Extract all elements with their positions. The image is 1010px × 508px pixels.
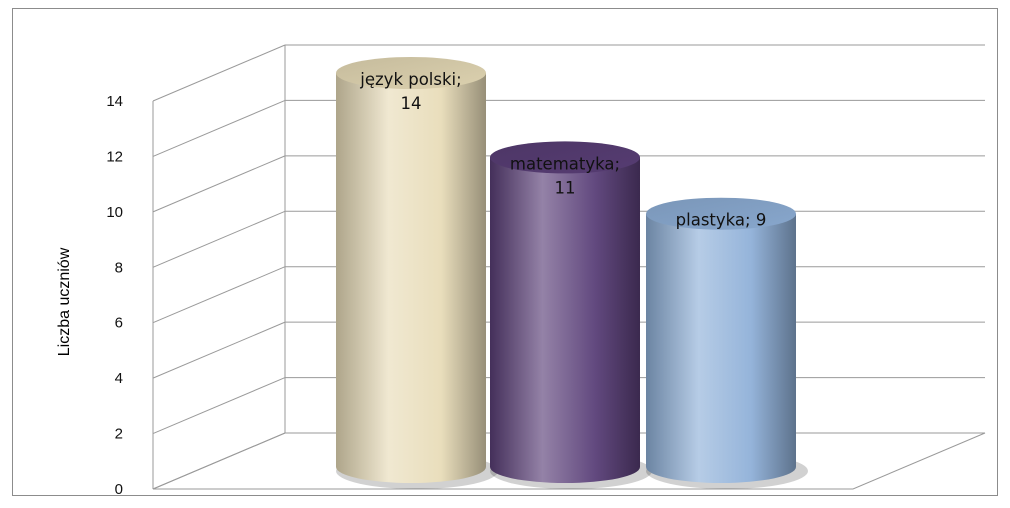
data-label: matematyka; 11 [510,154,620,197]
y-axis-ticks: 0 2 4 6 8 10 12 14 [106,93,123,497]
y-tick-label: 6 [115,315,123,332]
data-label: język polski; 14 [359,70,461,113]
data-labels: język polski; 14 matematyka; 11 plastyka; 9 [359,70,766,230]
y-tick-label: 12 [106,148,123,165]
y-tick-label: 14 [106,93,123,110]
gridline [152,44,985,102]
bar-chart: 0 2 4 6 8 10 12 14 język polski; 14 matematyka; 11… [56,44,986,497]
data-label: plastyka; 9 [676,211,767,230]
y-tick-label: 0 [115,481,123,497]
bar-język-polski [336,57,498,489]
chart-frame: 0 2 4 6 8 10 12 14 język polski; 14 matematyka; 11… [12,8,998,497]
y-tick-label: 8 [115,259,123,276]
bar-plastyka [646,197,808,489]
y-tick-label: 4 [115,370,123,387]
y-tick-label: 2 [115,426,123,443]
bar-matematyka [490,141,652,489]
y-axis-label: Liczba uczniów [56,247,73,356]
y-tick-label: 10 [106,204,123,221]
bars [336,57,808,489]
